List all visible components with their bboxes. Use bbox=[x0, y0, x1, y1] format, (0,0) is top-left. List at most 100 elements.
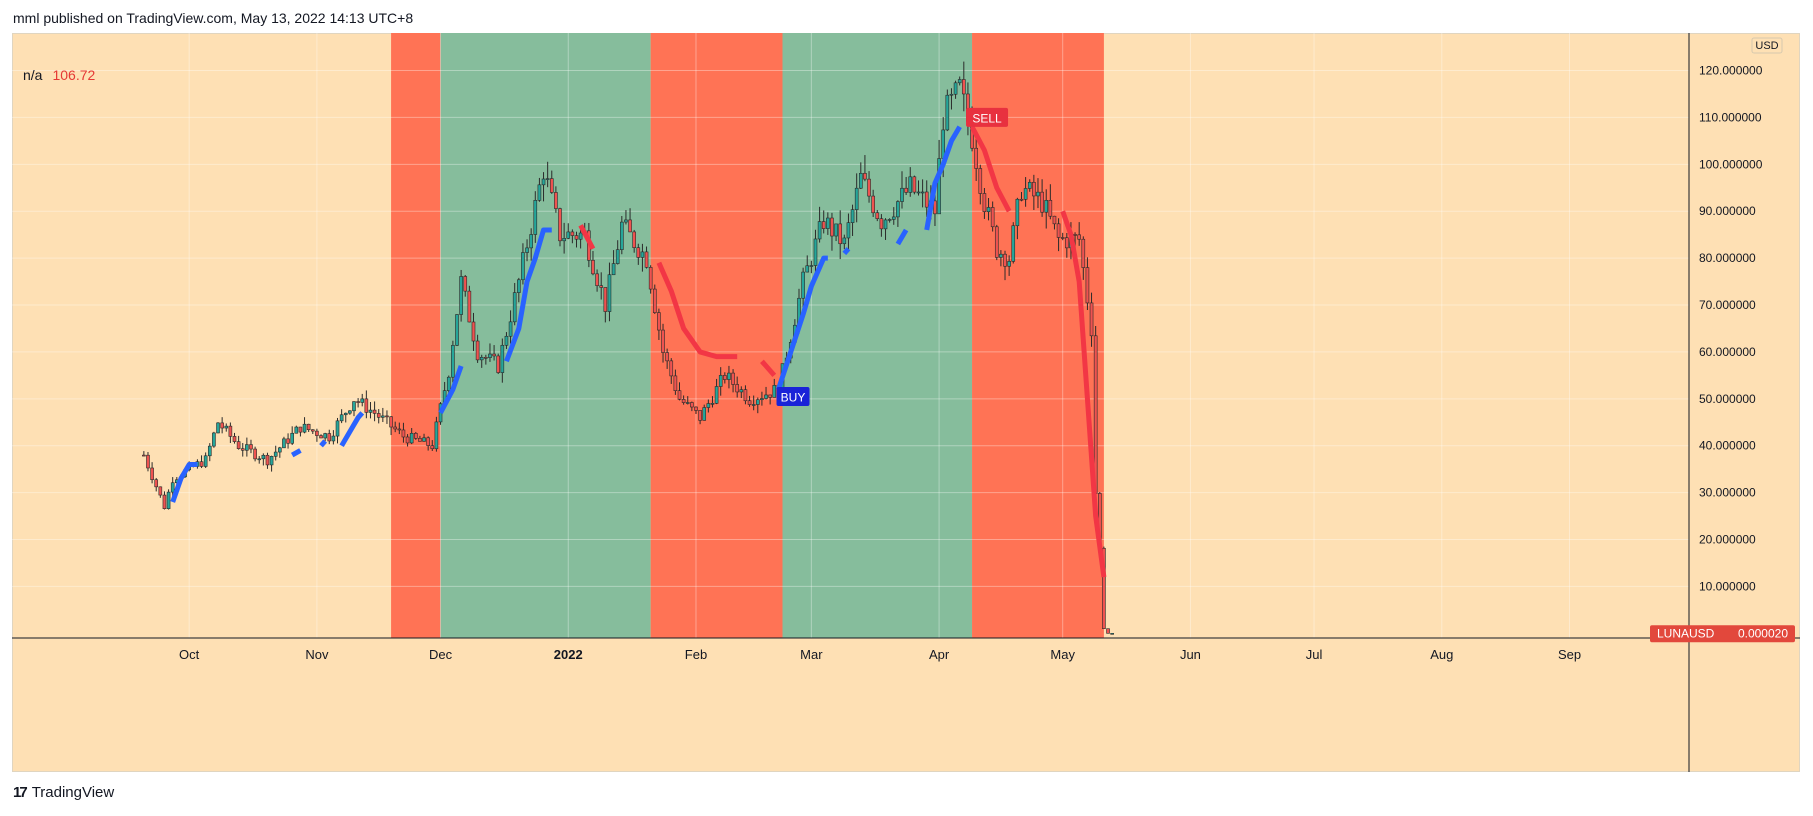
candle-body bbox=[986, 207, 991, 212]
candle-body bbox=[508, 321, 513, 337]
x-tick-label: Feb bbox=[685, 647, 707, 662]
candle-body bbox=[949, 93, 954, 96]
candle-body bbox=[232, 436, 237, 442]
candle-body bbox=[867, 178, 871, 197]
candle-body bbox=[599, 285, 604, 288]
candle-body bbox=[821, 221, 826, 229]
candle-body bbox=[739, 389, 744, 393]
last-price-badge: LUNAUSD 0.000020 bbox=[1650, 625, 1795, 643]
candle-body bbox=[945, 94, 950, 131]
sell-trail-line bbox=[578, 224, 596, 250]
candle-body bbox=[323, 433, 327, 439]
candle-body bbox=[331, 435, 336, 442]
buy-trail-line bbox=[776, 255, 828, 391]
candle-body bbox=[999, 253, 1003, 258]
candle-body bbox=[372, 409, 377, 414]
indicator-legend: n/a 106.72 bbox=[23, 67, 95, 83]
buy-trail-line bbox=[924, 125, 962, 231]
candle-body bbox=[912, 176, 917, 193]
candle-body bbox=[529, 234, 533, 249]
candle-body bbox=[904, 187, 908, 193]
candle-body bbox=[710, 403, 715, 405]
candle-body bbox=[620, 221, 624, 250]
candle-body bbox=[451, 345, 455, 378]
candle-body bbox=[875, 212, 880, 219]
candle-body bbox=[809, 265, 814, 267]
candle-body bbox=[212, 432, 216, 447]
brand[interactable]: 17 TradingView bbox=[13, 784, 114, 801]
candle-body bbox=[484, 357, 488, 359]
candle-body bbox=[1085, 267, 1090, 304]
candle-body bbox=[1102, 547, 1106, 630]
candle-body bbox=[908, 176, 913, 193]
candle-body bbox=[290, 432, 294, 444]
sell-signal-label: SELL bbox=[972, 111, 1002, 125]
candle-body bbox=[838, 223, 842, 245]
candle-body bbox=[578, 232, 583, 240]
candle-body bbox=[203, 455, 208, 467]
y-tick-label: 30.000000 bbox=[1699, 486, 1756, 500]
candle-body bbox=[261, 454, 266, 460]
sell-trail-line bbox=[1060, 210, 1107, 578]
candle-body bbox=[826, 217, 830, 229]
candle-body bbox=[146, 454, 150, 469]
candle-body bbox=[294, 426, 299, 434]
y-tick-label: 60.000000 bbox=[1699, 345, 1756, 359]
x-tick-label: Jul bbox=[1306, 647, 1323, 662]
candle-body bbox=[813, 238, 818, 266]
candle-body bbox=[397, 428, 402, 431]
candle-body bbox=[871, 195, 875, 214]
x-tick-label: Jun bbox=[1180, 647, 1201, 662]
candle-body bbox=[768, 394, 772, 398]
candle-body bbox=[463, 276, 468, 292]
candle-body bbox=[1110, 633, 1114, 635]
buy-trail-line bbox=[842, 247, 851, 256]
candle-body bbox=[648, 267, 653, 290]
candle-body bbox=[545, 178, 550, 180]
buy-signal-label: BUY bbox=[781, 390, 806, 404]
candle-body bbox=[615, 249, 620, 264]
candle-body bbox=[863, 172, 867, 180]
candle-body bbox=[1027, 181, 1032, 189]
zone-red bbox=[650, 33, 783, 638]
candle-body bbox=[957, 79, 962, 84]
y-tick-label: 80.000000 bbox=[1699, 251, 1756, 265]
candle-body bbox=[669, 360, 674, 377]
y-tick-label: 10.000000 bbox=[1699, 579, 1756, 593]
candle-body bbox=[162, 494, 167, 509]
candle-body bbox=[554, 192, 558, 209]
buy-signal: BUY bbox=[776, 386, 810, 406]
candle-body bbox=[805, 265, 810, 273]
candle-body bbox=[335, 420, 340, 437]
candle-body bbox=[475, 340, 480, 361]
buy-trail-line bbox=[170, 461, 198, 503]
sell-trail-line bbox=[656, 261, 738, 360]
candle-body bbox=[265, 454, 270, 466]
publisher-header: mml published on TradingView.com, May 13… bbox=[13, 10, 414, 26]
candle-body bbox=[278, 447, 282, 453]
price-chart[interactable]: 10.000000 20.000000 30.000000 40.000000 50.0… bbox=[12, 33, 1800, 772]
candle-body bbox=[1056, 223, 1061, 238]
candle-body bbox=[471, 321, 476, 342]
candle-body bbox=[1048, 200, 1053, 217]
y-tick-label: 110.000000 bbox=[1699, 110, 1762, 124]
buy-trail-line bbox=[339, 411, 365, 447]
candle-body bbox=[994, 226, 999, 258]
candle-body bbox=[228, 425, 233, 437]
candle-body bbox=[702, 407, 707, 421]
candle-body bbox=[356, 401, 360, 403]
buy-trail-line bbox=[438, 365, 464, 415]
candle-body bbox=[409, 432, 414, 444]
candle-body bbox=[924, 191, 929, 208]
candle-body bbox=[517, 279, 521, 293]
tradingview-logo-icon: 17 bbox=[13, 784, 28, 801]
candle-body bbox=[1007, 261, 1011, 267]
candle-body bbox=[446, 376, 451, 391]
candle-body bbox=[1011, 225, 1016, 262]
candle-body bbox=[393, 426, 397, 430]
candle-body bbox=[681, 399, 686, 403]
candle-body bbox=[657, 312, 661, 331]
candle-body bbox=[760, 398, 764, 401]
candle-body bbox=[900, 187, 904, 202]
candle-body bbox=[854, 187, 859, 210]
